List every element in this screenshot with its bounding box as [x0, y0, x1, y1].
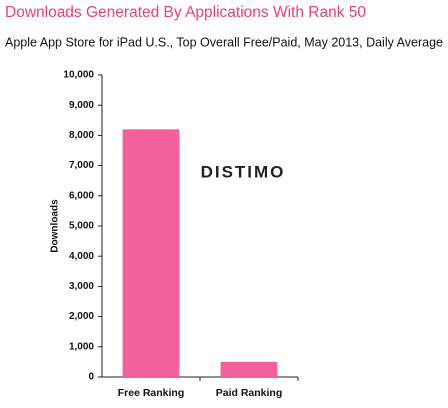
x-tick-label: Paid Ranking — [216, 387, 283, 399]
y-tick-label: 10,000 — [63, 70, 94, 81]
y-tick-label: 1,000 — [69, 341, 94, 352]
chart-title: Downloads Generated By Applications With… — [5, 4, 366, 21]
y-tick-label: 3,000 — [69, 281, 94, 292]
y-tick-label: 9,000 — [69, 100, 94, 111]
chart-subtitle: Apple App Store for iPad U.S., Top Overa… — [5, 35, 443, 49]
x-tick-label: Free Ranking — [118, 387, 185, 399]
y-tick-label: 8,000 — [69, 130, 94, 141]
y-tick-label: 5,000 — [69, 221, 94, 232]
bar — [122, 129, 180, 377]
y-tick-label: 7,000 — [69, 160, 94, 171]
y-tick-label: 0 — [88, 372, 94, 383]
y-tick-label: 4,000 — [69, 251, 94, 262]
y-tick-label: 6,000 — [69, 190, 94, 201]
watermark: DISTIMO — [201, 162, 286, 181]
bar — [220, 361, 278, 377]
y-tick-label: 2,000 — [69, 311, 94, 322]
y-axis-label: Downloads — [50, 199, 61, 253]
